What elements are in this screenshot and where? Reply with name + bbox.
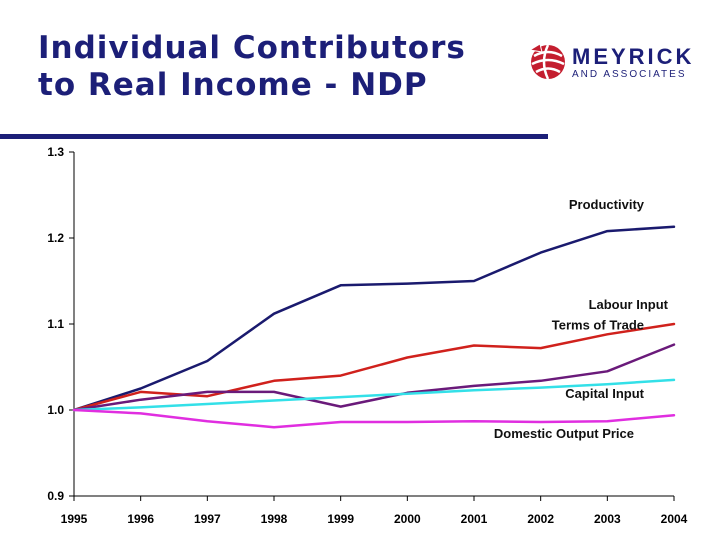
y-tick-label: 1.1 xyxy=(47,317,64,331)
series-label-labour-input: Labour Input xyxy=(589,297,669,312)
title-rule xyxy=(0,134,548,139)
page-title: Individual Contributors to Real Income -… xyxy=(38,30,466,104)
chart-axes: 0.9 1.0 1.1 1.2 1.3 1995 1996 1997 1998 1999 2000 2… xyxy=(47,145,687,526)
x-tick-label: 1995 xyxy=(61,512,88,526)
company-logo: MEYRICK AND ASSOCIATES xyxy=(528,38,708,88)
x-tick-label: 2001 xyxy=(461,512,488,526)
x-tick-label: 2002 xyxy=(527,512,554,526)
series-label-domestic-output-price: Domestic Output Price xyxy=(494,426,634,441)
y-tick-label: 1.0 xyxy=(47,403,64,417)
logo-name: MEYRICK xyxy=(572,44,695,69)
series-label-terms-of-trade: Terms of Trade xyxy=(552,318,644,333)
title-line-1: Individual Contributors xyxy=(38,30,466,66)
y-tick-label: 1.3 xyxy=(47,145,64,159)
series-line-productivity xyxy=(72,225,676,412)
x-tick-label: 1996 xyxy=(127,512,154,526)
y-tick-label: 1.2 xyxy=(47,231,64,245)
series-line-labour-input xyxy=(72,322,676,412)
x-tick-label: 2003 xyxy=(594,512,621,526)
x-tick-label: 2000 xyxy=(394,512,421,526)
x-tick-label: 1999 xyxy=(327,512,354,526)
series-label-capital-input: Capital Input xyxy=(565,386,644,401)
chart-series xyxy=(72,225,676,429)
series-label-productivity: Productivity xyxy=(569,197,645,212)
series-line-domestic-output-price xyxy=(72,408,676,429)
logo-subtitle: AND ASSOCIATES xyxy=(572,69,687,80)
series-line-terms-of-trade xyxy=(72,343,676,412)
chart-series-labels: Productivity Labour Input Terms of Trade Ca… xyxy=(494,197,669,441)
y-tick-label: 0.9 xyxy=(47,489,64,503)
title-line-2: to Real Income - NDP xyxy=(38,67,428,103)
globe-logo-icon xyxy=(528,43,565,80)
x-tick-label: 1998 xyxy=(261,512,288,526)
x-tick-label: 1997 xyxy=(194,512,221,526)
x-tick-label: 2004 xyxy=(661,512,688,526)
series-line-capital-input xyxy=(72,378,676,412)
